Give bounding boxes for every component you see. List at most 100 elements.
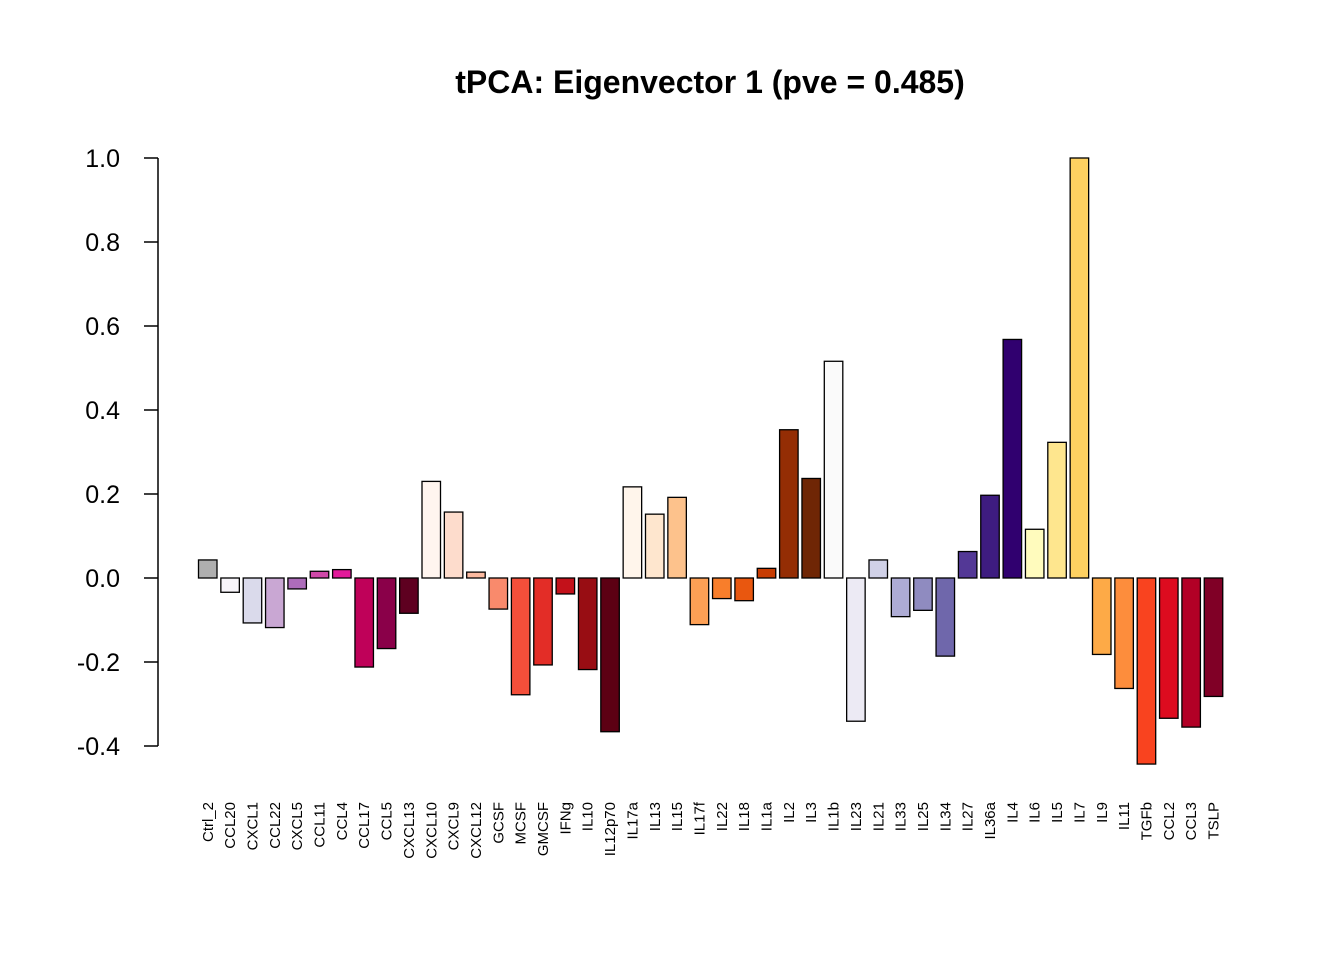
- y-tick-label: 0.0: [85, 565, 120, 593]
- chart-title: tPCA: Eigenvector 1 (pve = 0.485): [455, 64, 965, 100]
- x-tick-label: CCL22: [267, 802, 284, 849]
- bar-il9: [1091, 577, 1112, 656]
- x-tick-label: IL1a: [759, 801, 776, 831]
- bar-tslp: [1203, 577, 1224, 698]
- x-tick-label: CXCL10: [423, 802, 440, 859]
- x-tick-label: IL2: [781, 802, 798, 823]
- x-tick-label: CCL2: [1161, 802, 1178, 840]
- bar-il7: [1069, 157, 1090, 579]
- x-tick-label: IL13: [647, 802, 664, 831]
- y-tick-label: 0.6: [85, 313, 120, 341]
- x-tick-label: IL21: [870, 802, 887, 831]
- bar-mcsf: [510, 577, 531, 696]
- y-axis: 1.0 0.8 0.6 0.4 0.2 0.0 -0.2 -0.4: [77, 145, 159, 761]
- y-tick-label: 0.8: [85, 229, 120, 257]
- x-tick-label: CCL4: [334, 802, 351, 840]
- x-tick-label: IL34: [937, 802, 954, 831]
- bar-il11: [1114, 577, 1134, 690]
- x-tick-label: CCL3: [1183, 802, 1200, 840]
- bar-ccl3: [1181, 577, 1202, 728]
- x-tick-label: IL11: [1116, 802, 1133, 830]
- bar-gcsf: [488, 577, 509, 610]
- bar-il23: [846, 577, 866, 722]
- bar-il27: [957, 550, 978, 579]
- x-tick-label: IL5: [1049, 802, 1066, 823]
- bar-il5: [1047, 441, 1067, 579]
- x-tick-label: IL23: [848, 802, 865, 831]
- bar-gmcsf: [533, 577, 553, 666]
- x-tick-label: IL10: [580, 802, 597, 831]
- y-tick-label: -0.4: [77, 733, 120, 761]
- x-tick-label: CCL5: [379, 802, 396, 840]
- bar-il12p70: [600, 577, 620, 733]
- bar-il21: [868, 559, 889, 579]
- y-tick-label: 0.2: [85, 481, 120, 509]
- bar-cxcl1: [242, 577, 263, 624]
- x-tick-label: IL27: [960, 802, 977, 831]
- bar-il34: [935, 577, 956, 657]
- bar-il6: [1024, 528, 1045, 579]
- y-tick-label: -0.2: [77, 649, 120, 677]
- x-tick-label: CCL20: [222, 802, 239, 849]
- bar-ccl5: [376, 577, 397, 650]
- x-tick-label: IL17f: [691, 801, 708, 835]
- bar-cxcl5: [287, 577, 308, 590]
- x-tick-label: CXCL9: [446, 802, 463, 850]
- bar-il22: [711, 577, 732, 600]
- bar-il1a: [756, 567, 777, 579]
- bar-ccl20: [220, 577, 241, 593]
- x-tick-label: IL33: [893, 802, 910, 831]
- x-tick-label: MCSF: [513, 802, 530, 845]
- x-tick-label: GMCSF: [535, 802, 552, 856]
- x-tick-label: Ctrl_2: [200, 802, 217, 842]
- x-tick-label: TSLP: [1206, 802, 1223, 840]
- bar-il33: [890, 577, 911, 618]
- bar-il10: [577, 577, 598, 671]
- bar-ifng: [555, 577, 576, 595]
- bar-ccl17: [354, 577, 375, 668]
- bar-tgfb: [1136, 577, 1157, 765]
- x-tick-label: IL9: [1094, 802, 1111, 823]
- x-tick-label: CXCL5: [289, 802, 306, 850]
- bar-il15: [667, 496, 687, 579]
- bar-il13: [644, 513, 665, 579]
- x-tick-label: IL22: [714, 802, 731, 831]
- x-tick-label: CXCL13: [401, 802, 418, 859]
- x-tick-label: TGFb: [1138, 802, 1155, 840]
- x-tick-label: GCSF: [490, 802, 507, 844]
- x-tick-label: IFNg: [557, 802, 574, 835]
- x-tick-label: IL36a: [982, 801, 999, 839]
- bar-il17f: [689, 577, 710, 626]
- bars: [197, 157, 1224, 765]
- x-tick-label: CXCL12: [468, 802, 485, 859]
- x-tick-label: CCL11: [312, 802, 329, 848]
- bar-cxcl9: [443, 511, 464, 579]
- x-tick-labels: Ctrl_2 CCL20 CXCL1 CCL22 CXCL5 CCL11 CCL4 CCL17…: [200, 801, 1223, 859]
- x-tick-label: IL4: [1004, 802, 1021, 823]
- bar-ccl2: [1158, 577, 1179, 719]
- bar-il1b: [823, 360, 844, 579]
- x-tick-label: IL3: [803, 802, 820, 823]
- bar-il2: [778, 429, 799, 579]
- bar-il3: [801, 477, 822, 579]
- bar-cxcl10: [421, 480, 442, 579]
- bar-cxcl13: [398, 577, 419, 614]
- x-tick-label: CCL17: [356, 802, 373, 849]
- x-tick-label: IL15: [669, 802, 686, 831]
- bar-il17a: [622, 486, 643, 579]
- bar-il25: [913, 577, 933, 611]
- bar-cxcl12: [466, 571, 486, 579]
- x-tick-label: IL12p70: [602, 802, 619, 856]
- y-tick-label: 0.4: [85, 397, 120, 425]
- x-tick-label: IL1b: [826, 802, 843, 831]
- x-tick-label: IL25: [915, 802, 932, 831]
- bar-il18: [734, 577, 755, 602]
- y-tick-label: 1.0: [85, 145, 120, 173]
- bar-ctrl-2: [197, 559, 218, 579]
- bar-il36a: [980, 494, 1000, 579]
- x-tick-label: IL17a: [624, 801, 641, 839]
- bar-ccl22: [264, 577, 285, 629]
- bar-il4: [1002, 338, 1023, 579]
- x-tick-label: IL18: [736, 802, 753, 831]
